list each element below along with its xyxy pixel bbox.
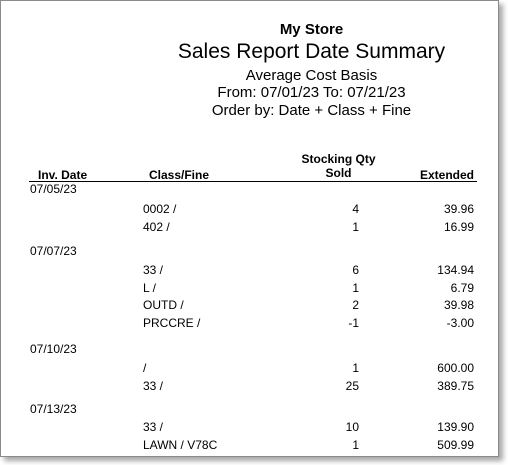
date-range: From: 07/01/23 To: 07/21/23 (217, 84, 406, 101)
row-qty-sold: -1 (348, 316, 359, 330)
col-class-fine: Class/Fine (149, 168, 210, 182)
row-qty-sold: 1 (352, 281, 359, 295)
row-qty-sold: 1 (352, 220, 359, 234)
col-stocking-qty: Stocking Qty (301, 152, 376, 166)
row-extended: 389.75 (437, 379, 474, 393)
col-extended: Extended (419, 168, 474, 182)
row-qty-sold: 4 (352, 202, 359, 216)
row-qty-sold: 10 (345, 420, 359, 434)
group-date: 07/10/23 (30, 342, 77, 356)
row-class-fine: OUTD / (143, 298, 184, 312)
row-qty-sold: 2 (352, 298, 359, 312)
header-rule (29, 181, 477, 182)
row-qty-sold: 6 (352, 263, 359, 277)
row-qty-sold: 25 (345, 379, 359, 393)
group-date: 07/05/23 (30, 182, 77, 196)
row-class-fine: L / (143, 281, 156, 295)
report-title: Sales Report Date Summary (177, 40, 446, 63)
row-qty-sold: 1 (352, 361, 359, 375)
row-extended: 39.98 (443, 298, 474, 312)
row-class-fine: 0002 / (143, 202, 177, 216)
group-date: 07/07/23 (30, 244, 77, 258)
row-class-fine: LAWN / V78C (143, 438, 218, 452)
row-extended: 16.99 (443, 220, 474, 234)
row-class-fine: PRCCRE / (143, 316, 201, 330)
row-qty-sold: 1 (352, 438, 359, 452)
row-class-fine: 33 / (143, 263, 164, 277)
row-class-fine: 33 / (143, 420, 164, 434)
col-sold: Sold (325, 166, 352, 180)
row-extended: 509.99 (437, 438, 474, 452)
row-extended: 39.96 (443, 202, 474, 216)
row-extended: 600.00 (437, 361, 474, 375)
row-class-fine: / (143, 361, 147, 375)
col-inv-date: Inv. Date (38, 168, 88, 182)
cost-basis: Average Cost Basis (245, 67, 378, 84)
order-by: Order by: Date + Class + Fine (211, 102, 412, 119)
group-date: 07/13/23 (30, 402, 77, 416)
row-class-fine: 402 / (143, 220, 170, 234)
row-extended: 139.90 (437, 420, 474, 434)
store-name: My Store (279, 21, 344, 38)
row-extended: -3.00 (446, 316, 474, 330)
row-extended: 134.94 (437, 263, 474, 277)
row-extended: 6.79 (450, 281, 474, 295)
row-class-fine: 33 / (143, 379, 164, 393)
report-page: My Store Sales Report Date Summary Avera… (0, 0, 499, 457)
